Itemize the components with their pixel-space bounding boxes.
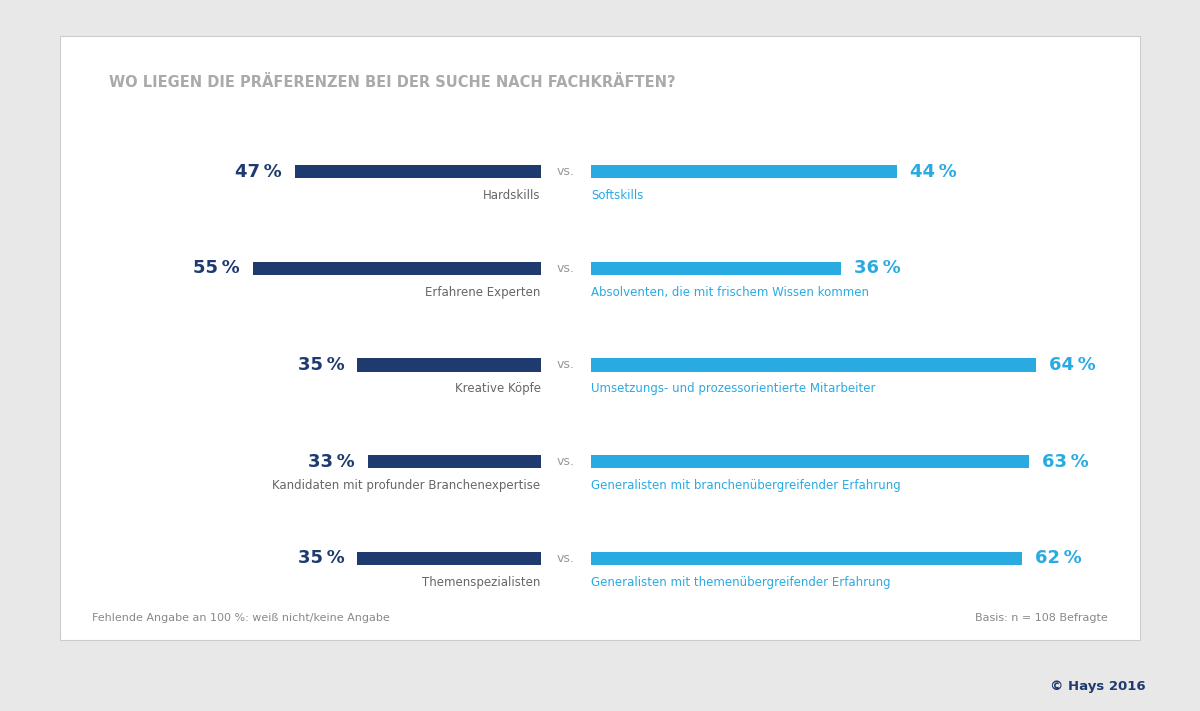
Text: 35 %: 35 %: [298, 356, 344, 374]
Text: Erfahrene Experten: Erfahrene Experten: [425, 286, 541, 299]
Text: Hardskills: Hardskills: [484, 189, 541, 202]
Text: 64 %: 64 %: [1049, 356, 1096, 374]
Text: vs.: vs.: [557, 165, 575, 178]
Text: Kreative Köpfe: Kreative Köpfe: [455, 383, 541, 395]
Text: Umsetzungs- und prozessorientierte Mitarbeiter: Umsetzungs- und prozessorientierte Mitar…: [592, 383, 876, 395]
Text: Absolventen, die mit frischem Wissen kommen: Absolventen, die mit frischem Wissen kom…: [592, 286, 869, 299]
Bar: [592, 358, 1036, 372]
Text: Kandidaten mit profunder Branchenexpertise: Kandidaten mit profunder Branchenexperti…: [272, 479, 541, 492]
FancyBboxPatch shape: [60, 36, 1140, 640]
Text: vs.: vs.: [557, 358, 575, 371]
Bar: [592, 552, 1022, 565]
Bar: [358, 358, 541, 372]
Bar: [592, 262, 841, 275]
Text: 35 %: 35 %: [298, 550, 344, 567]
Bar: [295, 165, 541, 178]
Text: 47 %: 47 %: [235, 163, 282, 181]
Text: Generalisten mit branchenübergreifender Erfahrung: Generalisten mit branchenübergreifender …: [592, 479, 901, 492]
Text: 63 %: 63 %: [1042, 453, 1088, 471]
Text: 36 %: 36 %: [854, 260, 901, 277]
Bar: [592, 455, 1028, 469]
Text: vs.: vs.: [557, 262, 575, 274]
Text: Basis: n = 108 Befragte: Basis: n = 108 Befragte: [974, 613, 1108, 623]
Text: 33 %: 33 %: [308, 453, 355, 471]
Text: 44 %: 44 %: [910, 163, 956, 181]
Text: Fehlende Angabe an 100 %: weiß nicht/keine Angabe: Fehlende Angabe an 100 %: weiß nicht/kei…: [92, 613, 390, 623]
Bar: [253, 262, 541, 275]
Text: vs.: vs.: [557, 455, 575, 468]
Text: 62 %: 62 %: [1034, 550, 1081, 567]
Text: WO LIEGEN DIE PRÄFERENZEN BEI DER SUCHE NACH FACHKRÄFTEN?: WO LIEGEN DIE PRÄFERENZEN BEI DER SUCHE …: [108, 75, 676, 90]
Text: © Hays 2016: © Hays 2016: [1050, 680, 1146, 693]
Bar: [368, 455, 541, 469]
Text: Softskills: Softskills: [592, 189, 643, 202]
Bar: [358, 552, 541, 565]
Bar: [592, 165, 896, 178]
Text: vs.: vs.: [557, 552, 575, 565]
Text: Themenspezialisten: Themenspezialisten: [422, 576, 541, 589]
Text: 55 %: 55 %: [193, 260, 240, 277]
Text: Generalisten mit themenübergreifender Erfahrung: Generalisten mit themenübergreifender Er…: [592, 576, 890, 589]
